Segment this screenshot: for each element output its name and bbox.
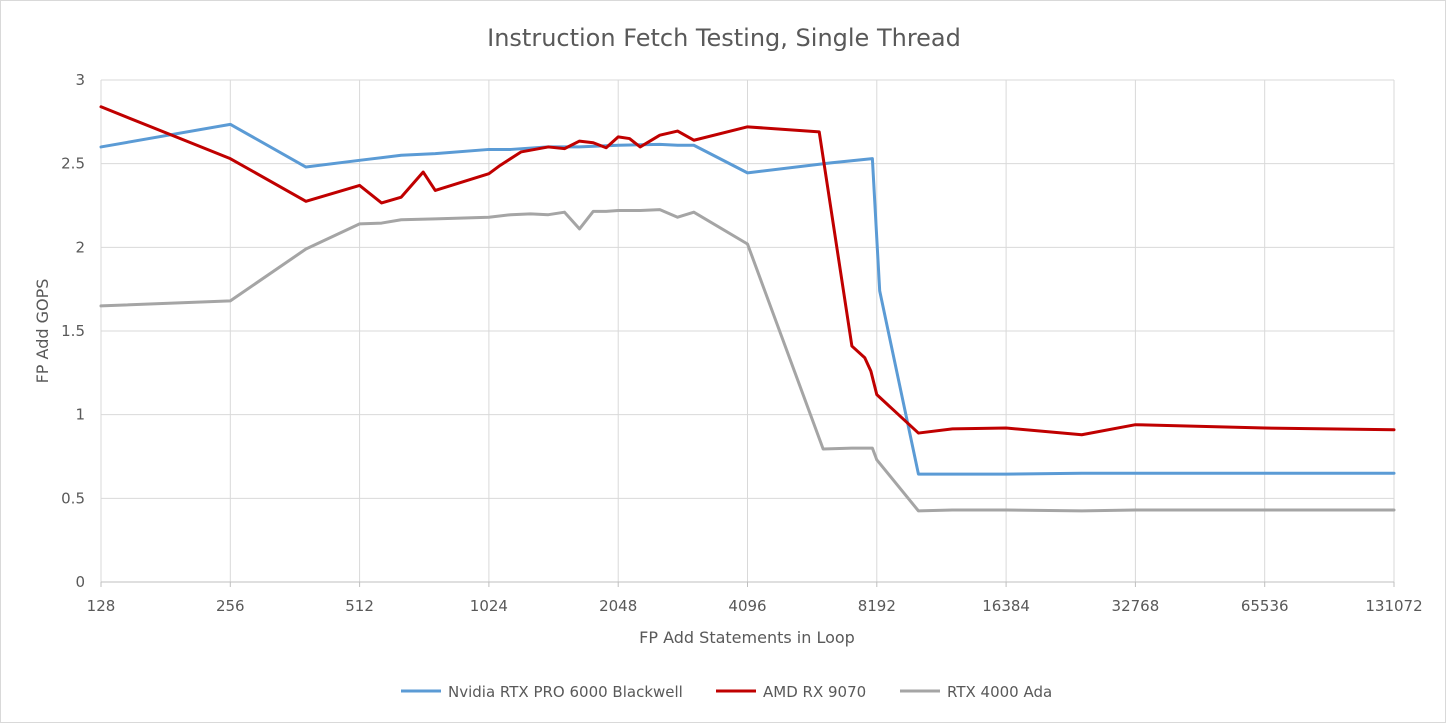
y-axis-title: FP Add GOPS: [33, 279, 52, 384]
legend-label: RTX 4000 Ada: [947, 683, 1052, 701]
y-tick-label: 2.5: [61, 155, 85, 173]
x-tick-label: 4096: [728, 597, 766, 615]
series-line-2: [99, 208, 1396, 513]
x-tick-label: 128: [87, 597, 116, 615]
legend-item: RTX 4000 Ada: [900, 683, 1052, 701]
chart-title: Instruction Fetch Testing, Single Thread: [487, 24, 961, 52]
series-line-1: [99, 105, 1396, 437]
legend-label: Nvidia RTX PRO 6000 Blackwell: [448, 683, 683, 701]
y-tick-label: 2: [75, 238, 85, 256]
x-tick-label: 256: [216, 597, 245, 615]
axes: [100, 581, 1395, 587]
x-tick-label: 1024: [470, 597, 508, 615]
x-tick-label: 2048: [599, 597, 637, 615]
y-tick-label: 1: [75, 406, 85, 424]
x-tick-label: 512: [345, 597, 374, 615]
x-axis-title: FP Add Statements in Loop: [639, 628, 855, 647]
legend-label: AMD RX 9070: [763, 683, 866, 701]
gridlines: [100, 79, 1395, 582]
x-tick-label: 8192: [858, 597, 896, 615]
legend: Nvidia RTX PRO 6000 Blackwell AMD RX 9070…: [401, 683, 1052, 701]
x-tick-label: 65536: [1241, 597, 1289, 615]
x-tick-label: 131072: [1365, 597, 1422, 615]
series-lines: [99, 105, 1396, 513]
x-tick-label: 16384: [982, 597, 1030, 615]
y-tick-label: 1.5: [61, 322, 85, 340]
tick-labels: 0 0.5 1 1.5 2 2.5 3 128 256 512 1024 2048 4096 8192 16…: [61, 71, 1422, 615]
series-line-0: [99, 122, 1396, 476]
y-tick-label: 0.5: [61, 489, 85, 507]
legend-item: AMD RX 9070: [716, 683, 866, 701]
y-tick-label: 3: [75, 71, 85, 89]
y-tick-label: 0: [75, 573, 85, 591]
x-tick-label: 32768: [1112, 597, 1160, 615]
legend-item: Nvidia RTX PRO 6000 Blackwell: [401, 683, 683, 701]
